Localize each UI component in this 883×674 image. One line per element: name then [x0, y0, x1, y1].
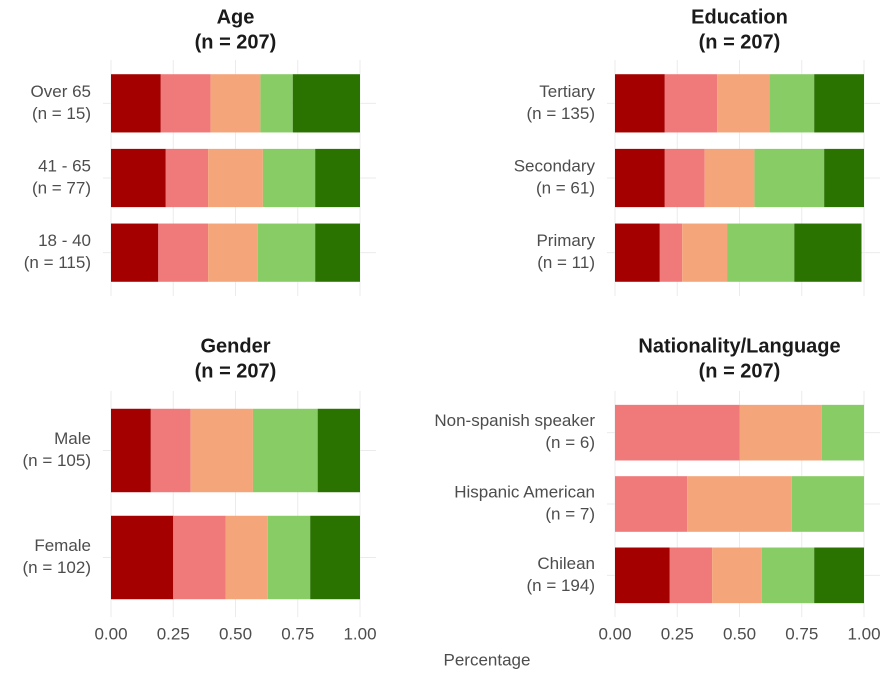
y-tick-label: Female — [34, 536, 91, 555]
bar-segment — [669, 547, 713, 604]
bar-segment — [754, 148, 825, 208]
bar-segment — [664, 74, 718, 133]
bar-segment — [208, 223, 258, 282]
bar-segment — [310, 515, 360, 600]
bar-segment — [615, 404, 740, 461]
bar-segment — [615, 476, 688, 532]
bar-segment — [317, 408, 360, 493]
bar-segment — [208, 148, 263, 208]
bar-segment — [315, 148, 360, 208]
y-tick-count: (n = 102) — [22, 558, 91, 577]
y-tick-label: Male — [54, 429, 91, 448]
bar-segment — [111, 148, 166, 208]
bar-segment — [659, 223, 683, 282]
bar-segment — [150, 408, 191, 493]
x-tick-label: 1.00 — [343, 624, 376, 643]
panel-title: Gender — [200, 335, 270, 357]
x-tick-label: 0.75 — [785, 624, 818, 643]
bar-segment — [664, 148, 705, 208]
bar-segment — [814, 547, 864, 604]
bar-segment — [615, 547, 670, 604]
y-tick-label: Non-spanish speaker — [434, 411, 595, 430]
x-axis-label: Percentage — [444, 650, 531, 669]
y-tick-label: Hispanic American — [454, 482, 595, 501]
bar-segment — [761, 547, 815, 604]
x-tick-label: 0.00 — [598, 624, 631, 643]
bar-segment — [173, 515, 226, 600]
x-tick-label: 0.50 — [219, 624, 252, 643]
bar-segment — [111, 408, 151, 493]
y-tick-count: (n = 194) — [526, 576, 595, 595]
panel-subtitle: (n = 207) — [195, 360, 277, 382]
y-tick-count: (n = 11) — [537, 253, 595, 272]
bar-segment — [717, 74, 770, 133]
y-tick-count: (n = 77) — [32, 178, 91, 197]
y-tick-count: (n = 135) — [526, 104, 595, 123]
x-tick-label: 0.25 — [157, 624, 190, 643]
bar-segment — [791, 476, 864, 532]
bar-segment — [292, 74, 360, 133]
panel-subtitle: (n = 207) — [699, 31, 781, 53]
bar-segment — [821, 404, 864, 461]
bar-segment — [794, 223, 862, 282]
bar-segment — [111, 74, 161, 133]
panel-title: Education — [691, 6, 788, 28]
y-tick-label: 18 - 40 — [38, 231, 91, 250]
y-tick-count: (n = 115) — [24, 253, 91, 272]
bar-segment — [225, 515, 268, 600]
bar-segment — [712, 547, 762, 604]
x-tick-label: 0.75 — [281, 624, 314, 643]
y-tick-count: (n = 15) — [32, 104, 91, 123]
bar-segment — [257, 223, 316, 282]
panel-subtitle: (n = 207) — [699, 360, 781, 382]
bar-segment — [682, 223, 728, 282]
y-tick-count: (n = 61) — [536, 178, 595, 197]
bar-segment — [260, 74, 293, 133]
bar-segment — [160, 74, 211, 133]
bar-segment — [267, 515, 311, 600]
bar-segment — [615, 223, 660, 282]
bar-segment — [727, 223, 795, 282]
y-tick-label: 41 - 65 — [38, 156, 91, 175]
y-tick-label: Primary — [536, 231, 595, 250]
panel-title: Nationality/Language — [638, 335, 840, 357]
bar-segment — [252, 408, 318, 493]
x-tick-label: 0.25 — [661, 624, 694, 643]
bar-segment — [704, 148, 755, 208]
bar-segment — [814, 74, 864, 133]
x-tick-label: 0.00 — [94, 624, 127, 643]
y-tick-count: (n = 7) — [545, 504, 595, 523]
bar-segment — [111, 515, 174, 600]
bar-segment — [687, 476, 792, 532]
y-tick-label: Secondary — [514, 156, 596, 175]
bar-segment — [210, 74, 261, 133]
y-tick-count: (n = 105) — [22, 451, 91, 470]
bar-segment — [824, 148, 864, 208]
bar-segment — [315, 223, 360, 282]
y-tick-label: Tertiary — [539, 82, 595, 101]
bar-segment — [158, 223, 209, 282]
bar-segment — [111, 223, 159, 282]
bar-segment — [615, 74, 665, 133]
y-tick-label: Over 65 — [31, 82, 91, 101]
x-tick-label: 1.00 — [847, 624, 880, 643]
bar-segment — [262, 148, 316, 208]
panel-subtitle: (n = 207) — [195, 31, 277, 53]
bar-segment — [165, 148, 209, 208]
bar-segment — [615, 148, 665, 208]
bar-segment — [190, 408, 253, 493]
y-tick-label: Chilean — [537, 554, 595, 573]
x-tick-label: 0.50 — [723, 624, 756, 643]
panel-title: Age — [217, 6, 255, 28]
bar-segment — [739, 404, 822, 461]
bar-segment — [769, 74, 815, 133]
y-tick-count: (n = 6) — [545, 433, 595, 452]
